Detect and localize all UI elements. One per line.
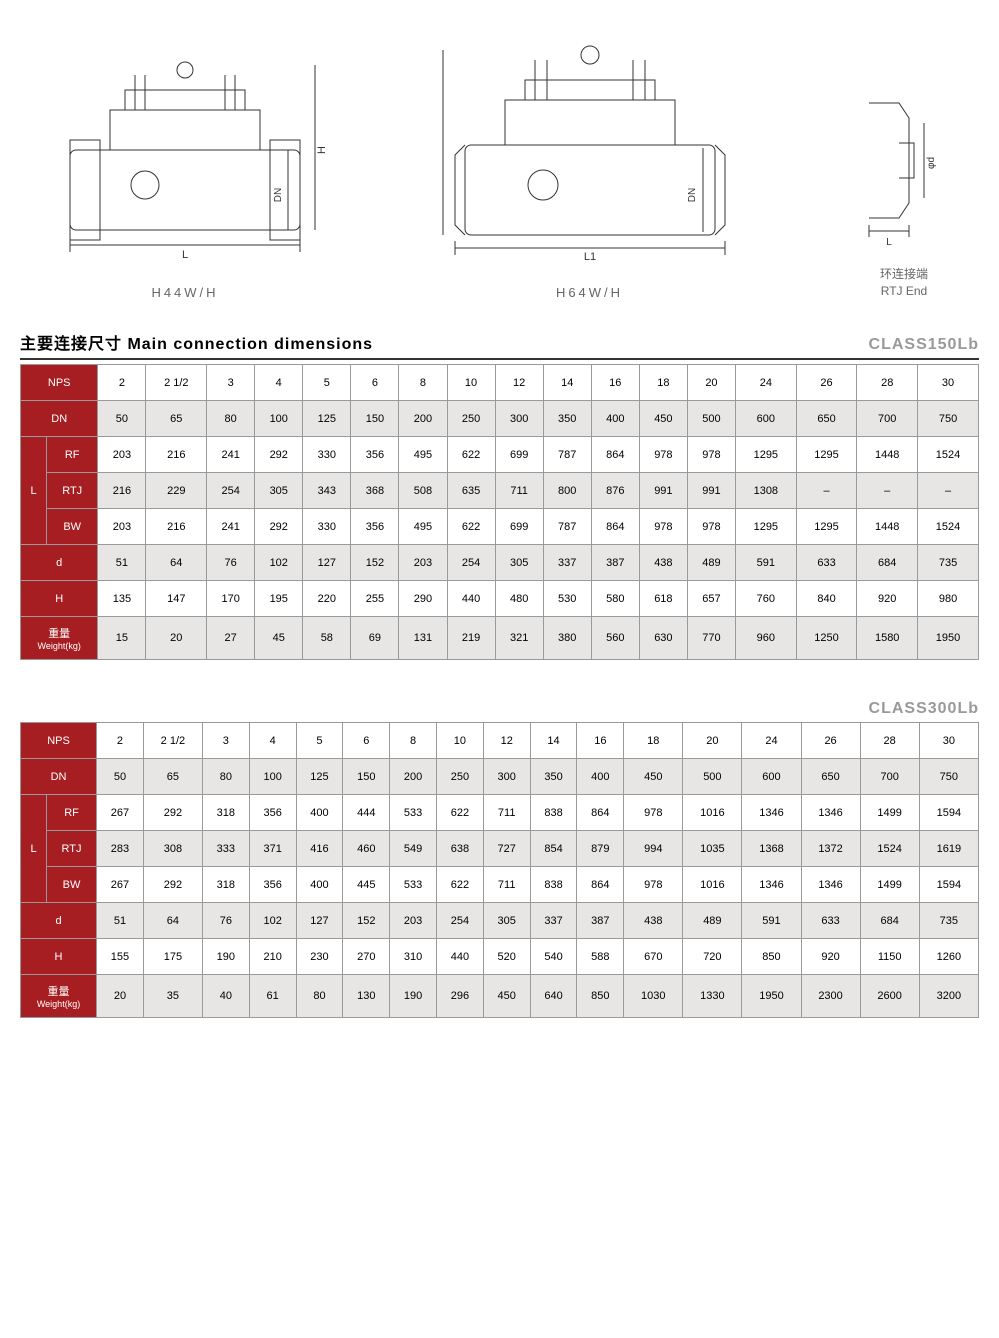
class-300-label: CLASS300Lb xyxy=(20,700,979,718)
valve-drawing-1: L H DN xyxy=(40,20,330,260)
diagram-h44: L H DN H44W/H xyxy=(40,20,330,300)
class-150-label: CLASS150Lb xyxy=(869,336,979,354)
section-title: 主要连接尺寸 Main connection dimensions xyxy=(20,330,373,354)
svg-text:DN: DN xyxy=(273,188,284,202)
section-header: 主要连接尺寸 Main connection dimensions CLASS1… xyxy=(20,330,979,360)
svg-text:L1: L1 xyxy=(583,251,595,260)
svg-text:L: L xyxy=(182,249,188,260)
diagram-rtj: φd L 环连接端RTJ End xyxy=(849,73,959,300)
svg-text:H: H xyxy=(316,146,328,154)
svg-text:L: L xyxy=(886,237,892,248)
diagram-h64: L1 H DN H64W/H xyxy=(435,20,745,300)
svg-text:H: H xyxy=(435,141,438,149)
rtj-label: 环连接端RTJ End xyxy=(849,266,959,300)
rtj-drawing: φd L xyxy=(849,73,959,253)
valve-drawing-2: L1 H DN xyxy=(435,20,745,260)
diagram-row: L H DN H44W/H L1 H DN H64W/H xyxy=(20,20,979,300)
diagram-2-label: H64W/H xyxy=(435,285,745,300)
dimensions-table-300: NPS22 1/23456810121416182024262830DN5065… xyxy=(20,722,979,1018)
svg-text:φd: φd xyxy=(926,157,937,169)
dimensions-table-150: NPS22 1/23456810121416182024262830DN5065… xyxy=(20,364,979,660)
diagram-1-label: H44W/H xyxy=(40,285,330,300)
svg-text:DN: DN xyxy=(687,188,698,202)
